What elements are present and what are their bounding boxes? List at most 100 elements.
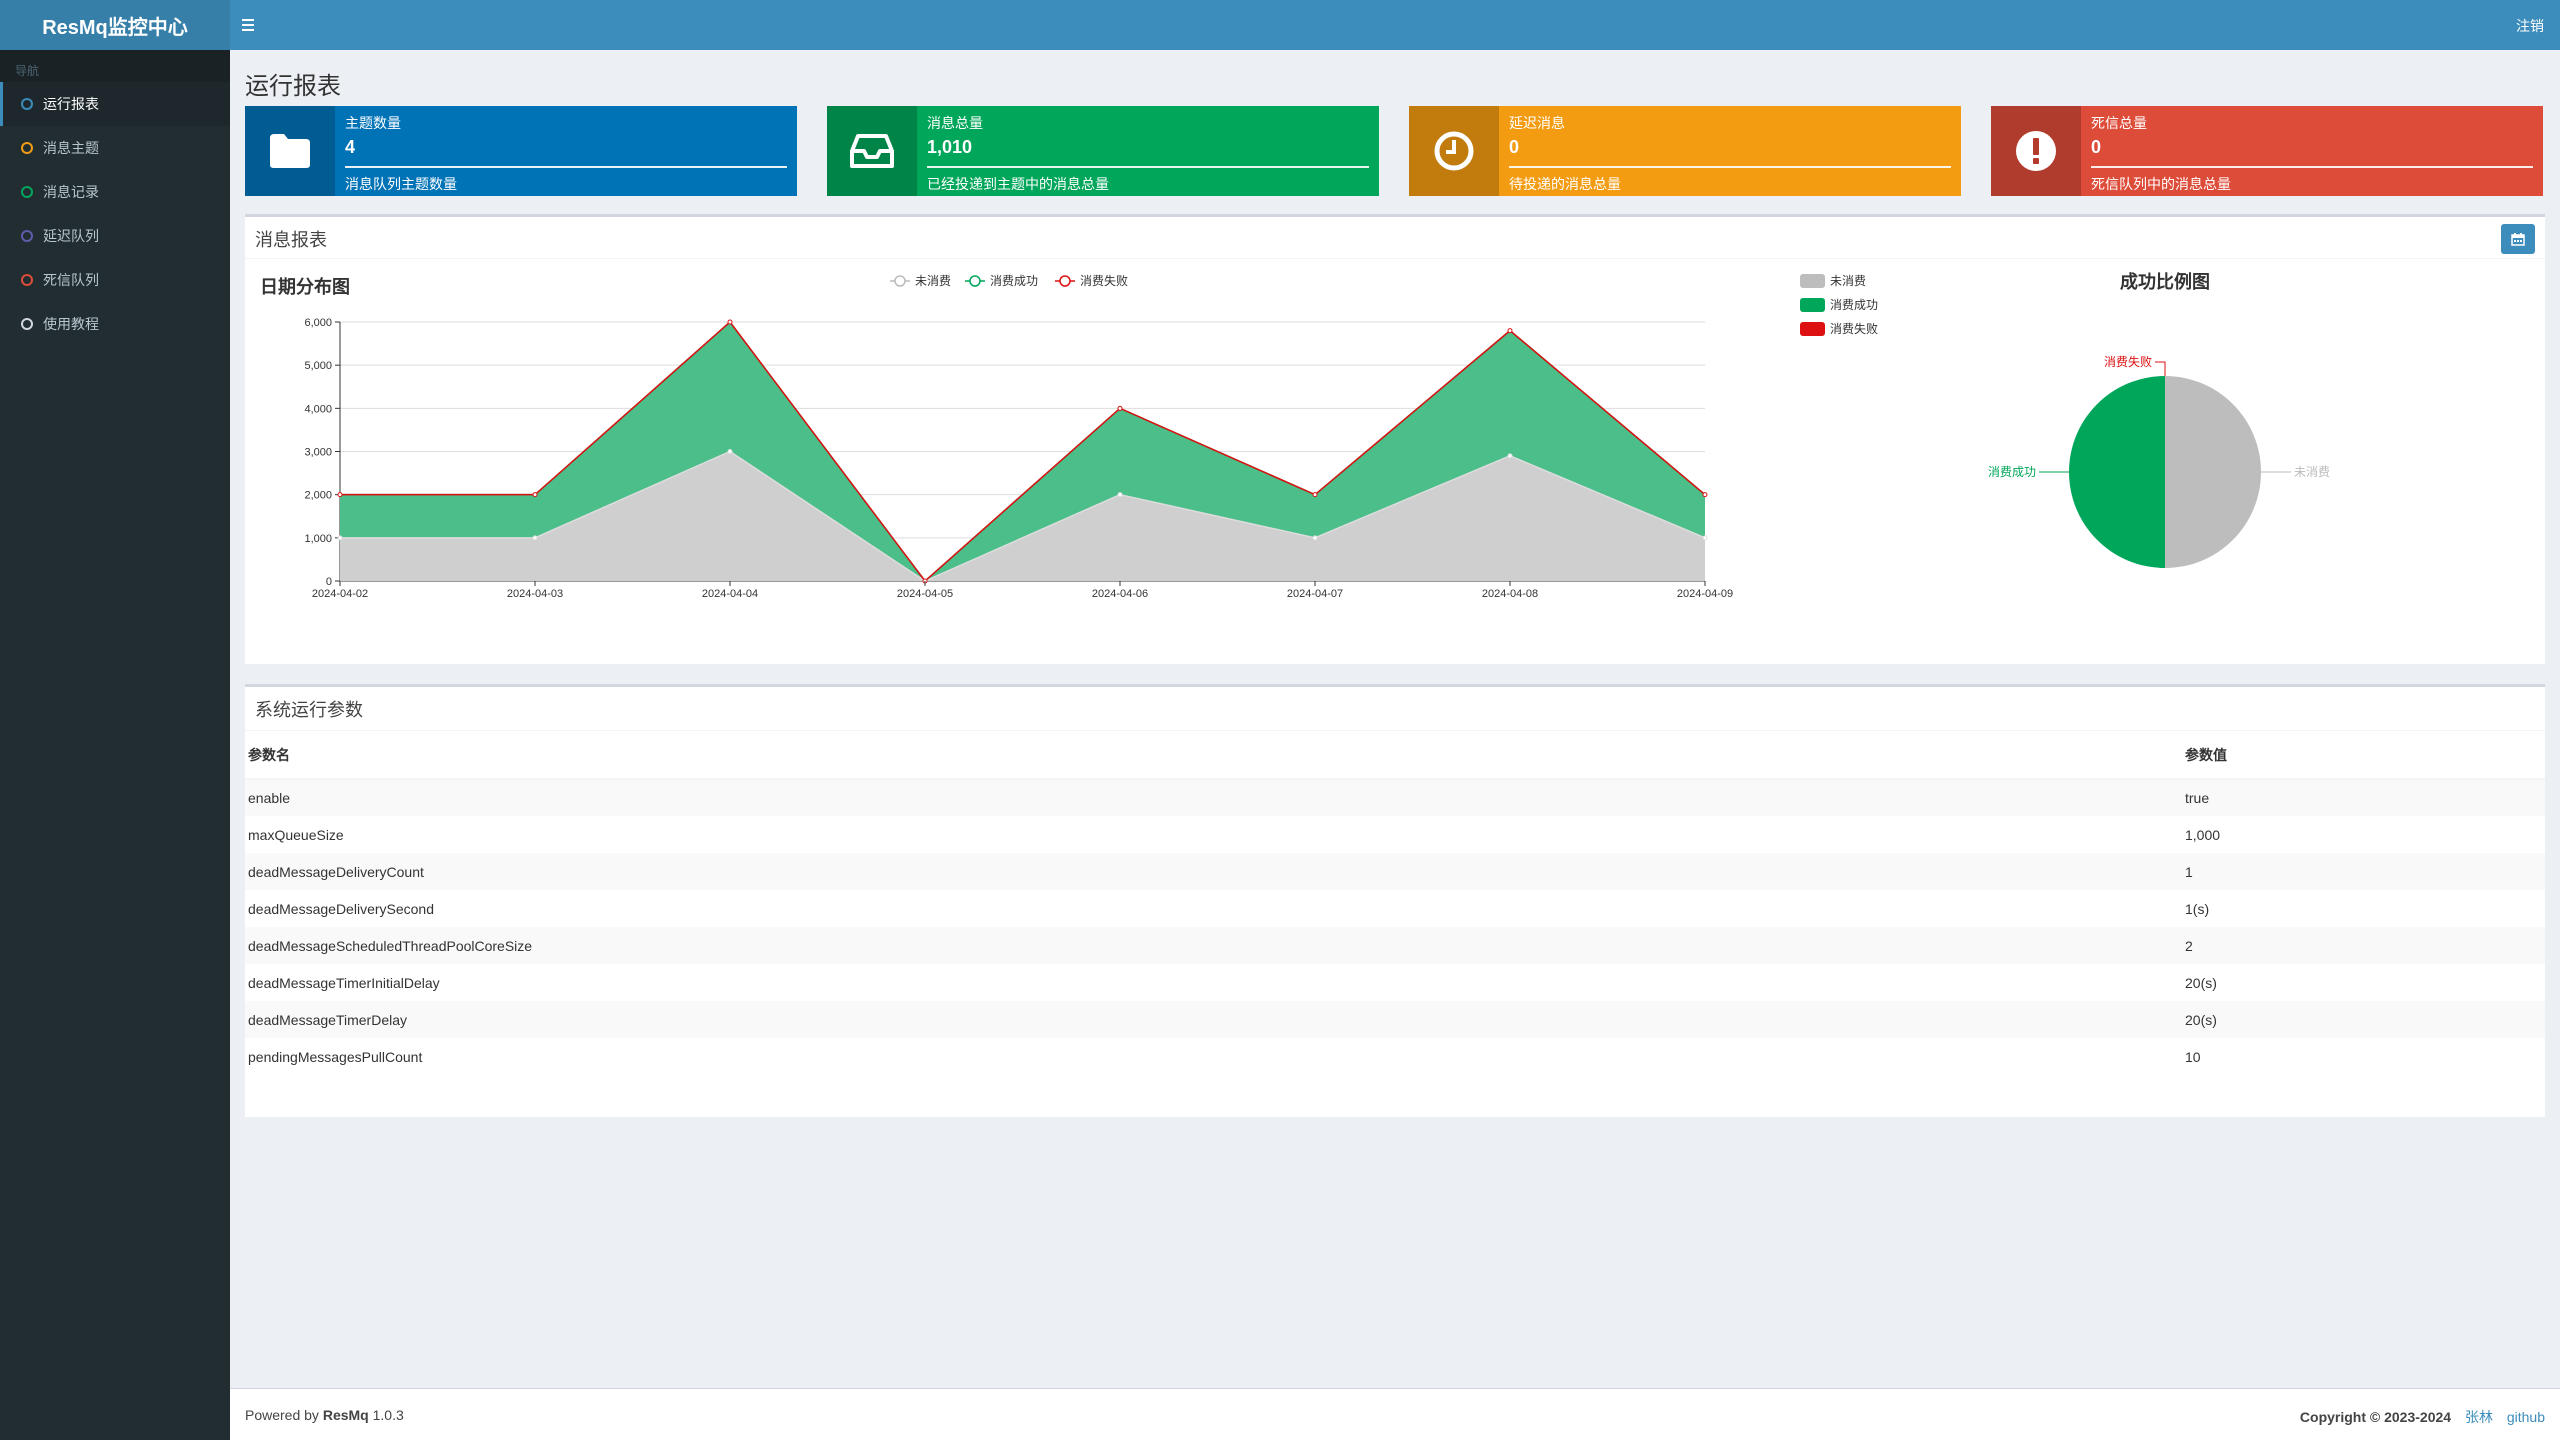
sidebar-item-0[interactable]: 运行报表 bbox=[0, 82, 230, 126]
x-tick-label: 2024-04-08 bbox=[1482, 588, 1538, 600]
circle-icon bbox=[21, 230, 33, 242]
pie-label-failed: 消费失败 bbox=[2104, 354, 2152, 369]
legend-marker bbox=[894, 275, 906, 287]
param-value-cell: 2 bbox=[2182, 927, 2545, 964]
point-unconsumed bbox=[1312, 535, 1318, 541]
pie-legend-label: 消费成功 bbox=[1830, 298, 1878, 312]
charts-svg: 日期分布图 0 1,000 2,000 3,000 4,000 5,000 6,000 2024… bbox=[260, 271, 2330, 600]
line-series-failed bbox=[340, 320, 1706, 583]
param-value-cell: 1,000 bbox=[2185, 826, 2221, 843]
info-value: 4 bbox=[345, 137, 356, 157]
top-header: 注销 bbox=[230, 0, 2560, 50]
pie-label-unconsumed: 未消费 bbox=[2294, 465, 2330, 479]
point-failed bbox=[1117, 405, 1123, 411]
table-row: deadMessageDeliverySecond 1(s) bbox=[245, 890, 2545, 927]
point-unconsumed bbox=[532, 535, 538, 541]
sidebar-item-label: 死信队列 bbox=[43, 272, 99, 288]
pie-legend-label: 消费失败 bbox=[1830, 321, 1878, 336]
info-label: 主题数量 bbox=[345, 115, 401, 131]
param-name-cell: deadMessageDeliverySecond bbox=[248, 900, 434, 917]
sidebar-item-label: 延迟队列 bbox=[43, 228, 99, 244]
y-tick-label: 6,000 bbox=[304, 317, 332, 329]
info-desc: 死信队列中的消息总量 bbox=[2091, 176, 2231, 192]
pie-slice bbox=[2165, 376, 2261, 568]
sidebar-item-label: 使用教程 bbox=[43, 316, 99, 332]
area-series-unconsumed bbox=[340, 451, 1705, 581]
params-box: 系统运行参数 参数名 参数值 enable true maxQueueSize 1,0… bbox=[245, 684, 2545, 1117]
calendar-button[interactable] bbox=[2501, 224, 2535, 254]
point-unconsumed bbox=[1507, 453, 1513, 459]
sidebar-item-2[interactable]: 消息记录 bbox=[0, 170, 230, 214]
point-unconsumed bbox=[727, 449, 733, 454]
param-value-cell: true bbox=[2182, 779, 2545, 816]
param-value-cell: 20(s) bbox=[2182, 1001, 2545, 1038]
table-row: enable true bbox=[245, 779, 2545, 816]
pie-legend-swatch bbox=[1800, 298, 1825, 312]
y-tick-label: 0 bbox=[326, 576, 332, 588]
main-content: 运行报表 主题数量 4 消息队列主题数量 消息总量 1,010 已经投递到主 bbox=[245, 50, 2545, 1117]
info-box-topics: 主题数量 4 消息队列主题数量 bbox=[245, 106, 797, 196]
table-row: deadMessageTimerInitialDelay 20(s) bbox=[245, 964, 2545, 1001]
point-unconsumed bbox=[337, 535, 343, 541]
info-box-row: 主题数量 4 消息队列主题数量 消息总量 1,010 已经投递到主题中的消息总量 bbox=[245, 106, 2545, 196]
params-box-title: 系统运行参数 bbox=[245, 687, 2545, 731]
sidebar-item-label: 消息记录 bbox=[43, 184, 99, 200]
column-header-value: 参数值 bbox=[2182, 731, 2545, 780]
sidebar-item-5[interactable]: 使用教程 bbox=[0, 302, 230, 346]
pie-legend-label: 未消费 bbox=[1830, 274, 1866, 288]
x-tick-label: 2024-04-06 bbox=[1092, 588, 1148, 600]
table-header-row: 参数名 参数值 bbox=[245, 731, 2545, 780]
calendar-icon bbox=[2511, 233, 2525, 246]
point-unconsumed bbox=[1117, 492, 1123, 498]
app-logo[interactable]: ResMq监控中心 bbox=[0, 0, 230, 50]
github-link[interactable]: github bbox=[2506, 1409, 2545, 1425]
point-failed bbox=[1702, 492, 1708, 498]
sidebar-item-1[interactable]: 消息主题 bbox=[0, 126, 230, 170]
legend-marker bbox=[1059, 275, 1071, 287]
copyright-text: Copyright © 2023-2024 bbox=[2299, 1409, 2452, 1425]
info-box-dead: 死信总量 0 死信队列中的消息总量 bbox=[1991, 106, 2543, 196]
info-box-messages: 消息总量 1,010 已经投递到主题中的消息总量 bbox=[827, 106, 1379, 196]
pie-chart-title: 成功比例图 bbox=[2120, 271, 2210, 292]
clock-icon bbox=[1409, 106, 1499, 196]
info-label: 死信总量 bbox=[2091, 115, 2147, 131]
area-series-success bbox=[340, 322, 1705, 581]
legend-label: 未消费 bbox=[915, 274, 951, 288]
info-progress bbox=[1509, 166, 1951, 168]
sidebar-item-4[interactable]: 死信队列 bbox=[0, 258, 230, 302]
info-value: 0 bbox=[1509, 137, 1520, 157]
product-name: ResMq bbox=[322, 1407, 369, 1423]
logout-link[interactable]: 注销 bbox=[2516, 18, 2544, 34]
info-progress bbox=[2091, 166, 2533, 168]
product-version: 1.0.3 bbox=[368, 1407, 404, 1423]
sidebar-item-3[interactable]: 延迟队列 bbox=[0, 214, 230, 258]
info-progress bbox=[927, 166, 1369, 168]
x-tick-label: 2024-04-05 bbox=[897, 588, 953, 600]
powered-prefix: Powered by bbox=[245, 1407, 323, 1423]
table-row: maxQueueSize 1,000 bbox=[245, 816, 2545, 853]
y-tick-label: 3,000 bbox=[304, 447, 332, 459]
chart-area: 日期分布图 0 1,000 2,000 3,000 4,000 5,000 6,000 2024… bbox=[245, 259, 2545, 664]
sidebar: ResMq监控中心 导航 运行报表 消息主题 消息记录 延迟队列 死信队列 使用教程 bbox=[0, 0, 230, 1440]
inbox-icon bbox=[827, 106, 917, 196]
x-tick-label: 2024-04-02 bbox=[312, 588, 368, 600]
param-name-cell: deadMessageDeliveryCount bbox=[245, 853, 2182, 890]
table-row: deadMessageTimerDelay 20(s) bbox=[245, 1001, 2545, 1038]
x-tick-label: 2024-04-04 bbox=[702, 588, 758, 600]
param-name-cell: maxQueueSize bbox=[248, 826, 344, 843]
footer-powered: Powered by ResMq 1.0.3 bbox=[245, 1407, 404, 1423]
pie-label-success: 消费成功 bbox=[1988, 465, 2036, 479]
param-name-cell: enable bbox=[245, 779, 2182, 816]
author-link[interactable]: 张林 bbox=[2464, 1409, 2493, 1425]
info-label: 消息总量 bbox=[927, 115, 983, 131]
footer: Powered by ResMq 1.0.3 Copyright © 2023-… bbox=[230, 1388, 2560, 1440]
page-title: 运行报表 bbox=[245, 73, 341, 100]
line-chart-title: 日期分布图 bbox=[260, 276, 350, 297]
report-box-title: 消息报表 bbox=[245, 217, 2545, 259]
info-label: 延迟消息 bbox=[1509, 115, 1565, 131]
sidebar-item-label: 运行报表 bbox=[43, 96, 99, 112]
param-name-cell: deadMessageTimerInitialDelay bbox=[248, 974, 440, 991]
menu-toggle-icon[interactable] bbox=[242, 14, 268, 36]
pie-legend-swatch bbox=[1800, 322, 1825, 336]
point-failed bbox=[532, 492, 538, 498]
